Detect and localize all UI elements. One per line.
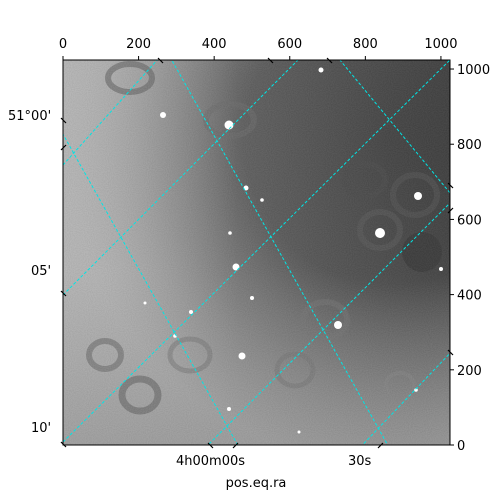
coordinate-grid [63, 60, 450, 445]
wcs-tick-marks [60, 57, 454, 449]
dec-tick-label: 10' [31, 421, 51, 436]
right-tick-label: 600 [457, 213, 482, 228]
bottom-ra-axis: 4h00m00s 30s [176, 454, 372, 469]
ra-tick-label: 30s [348, 454, 372, 469]
top-pixel-axis: 0 200 400 600 800 1000 [59, 37, 457, 60]
dec-tick-label: 05' [31, 264, 51, 279]
right-pixel-axis: 0 200 400 600 800 1000 [450, 63, 490, 454]
left-dec-axis: 51°00' 05' 10' [8, 109, 51, 436]
right-tick-label: 1000 [457, 63, 490, 78]
right-tick-label: 0 [457, 439, 465, 454]
stars [143, 67, 443, 434]
top-tick-label: 400 [202, 37, 227, 52]
top-tick-label: 800 [353, 37, 378, 52]
dec-tick-label: 51°00' [8, 109, 51, 124]
top-tick-label: 600 [277, 37, 302, 52]
top-tick-label: 0 [59, 37, 67, 52]
plot-frame [62, 59, 451, 446]
x-axis-title: pos.eq.ra [226, 476, 287, 491]
right-tick-label: 400 [457, 289, 482, 304]
ra-tick-label: 4h00m00s [176, 454, 245, 469]
top-tick-label: 200 [126, 37, 151, 52]
right-tick-label: 800 [457, 138, 482, 153]
top-tick-label: 1000 [424, 37, 457, 52]
right-tick-label: 200 [457, 364, 482, 379]
